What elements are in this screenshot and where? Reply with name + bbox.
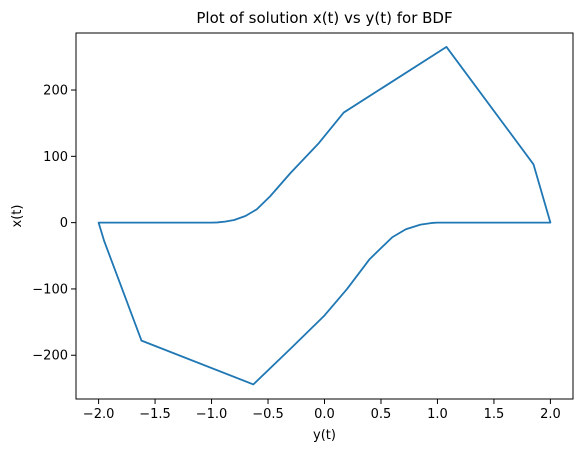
- x-tick-label: 0.0: [314, 407, 335, 422]
- y-tick-label: −200: [32, 349, 68, 364]
- y-tick-label: −100: [32, 282, 68, 297]
- x-axis-ticks: −2.0 −1.5 −1.0 −0.5 0.0 0.5 1.0 1.5 2.0: [83, 399, 561, 422]
- series-line: [97, 46, 552, 386]
- plot-area: [97, 46, 552, 386]
- x-axis-label: y(t): [313, 428, 336, 443]
- chart-title: Plot of solution x(t) vs y(t) for BDF: [196, 9, 452, 27]
- x-tick-label: −1.5: [139, 407, 171, 422]
- x-tick-label: −2.0: [83, 407, 115, 422]
- y-tick-label: 0: [60, 216, 68, 231]
- y-tick-label: 200: [43, 84, 68, 99]
- x-tick-label: −0.5: [252, 407, 284, 422]
- x-tick-label: 2.0: [540, 407, 561, 422]
- x-tick-label: 0.5: [371, 407, 392, 422]
- y-axis-label: x(t): [10, 205, 25, 228]
- y-axis-ticks: −200 −100 0 100 200: [32, 84, 76, 364]
- x-tick-label: 1.5: [484, 407, 505, 422]
- x-tick-label: 1.0: [427, 407, 448, 422]
- y-tick-label: 100: [43, 150, 68, 165]
- x-tick-label: −1.0: [196, 407, 228, 422]
